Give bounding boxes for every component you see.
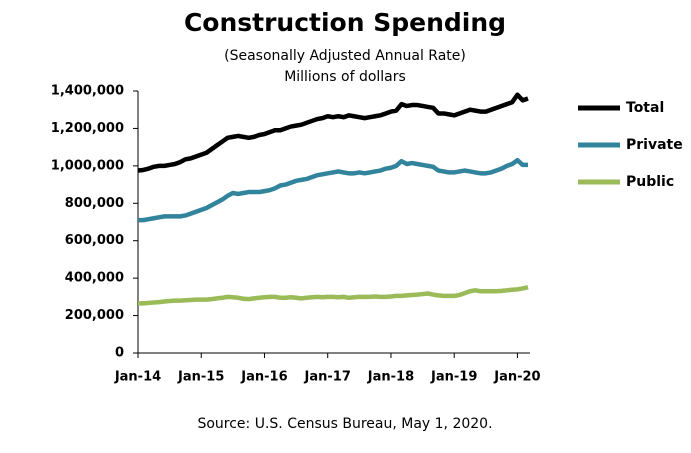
x-tick-label: Jan-19 <box>430 370 477 385</box>
legend-label: Total <box>626 100 664 116</box>
y-tick-label: 200,000 <box>65 308 124 323</box>
source-note: Source: U.S. Census Bureau, May 1, 2020. <box>197 416 492 432</box>
y-tick-label: 600,000 <box>65 233 124 248</box>
y-tick-label: 800,000 <box>65 196 124 211</box>
y-tick-label: 1,000,000 <box>51 158 124 173</box>
chart-subtitle: (Seasonally Adjusted Annual Rate) <box>224 48 466 64</box>
x-tick-label: Jan-20 <box>493 370 540 385</box>
legend-label: Public <box>626 174 674 190</box>
x-tick-label: Jan-17 <box>304 370 351 385</box>
x-tick-label: Jan-15 <box>177 370 224 385</box>
y-tick-label: 1,400,000 <box>51 84 124 99</box>
series-line <box>138 284 529 306</box>
y-tick-label: 400,000 <box>65 271 124 286</box>
x-tick-label: Jan-18 <box>367 370 414 385</box>
y-axis-label: Millions of dollars <box>284 69 406 85</box>
series-line <box>138 157 528 223</box>
x-tick-label: Jan-14 <box>114 370 161 385</box>
x-tick-label: Jan-16 <box>240 370 287 385</box>
chart-title: Construction Spending <box>184 8 506 37</box>
y-tick-label: 0 <box>115 346 124 361</box>
legend-label: Private <box>626 137 683 153</box>
y-tick-label: 1,200,000 <box>51 121 124 136</box>
series-line <box>137 92 529 173</box>
